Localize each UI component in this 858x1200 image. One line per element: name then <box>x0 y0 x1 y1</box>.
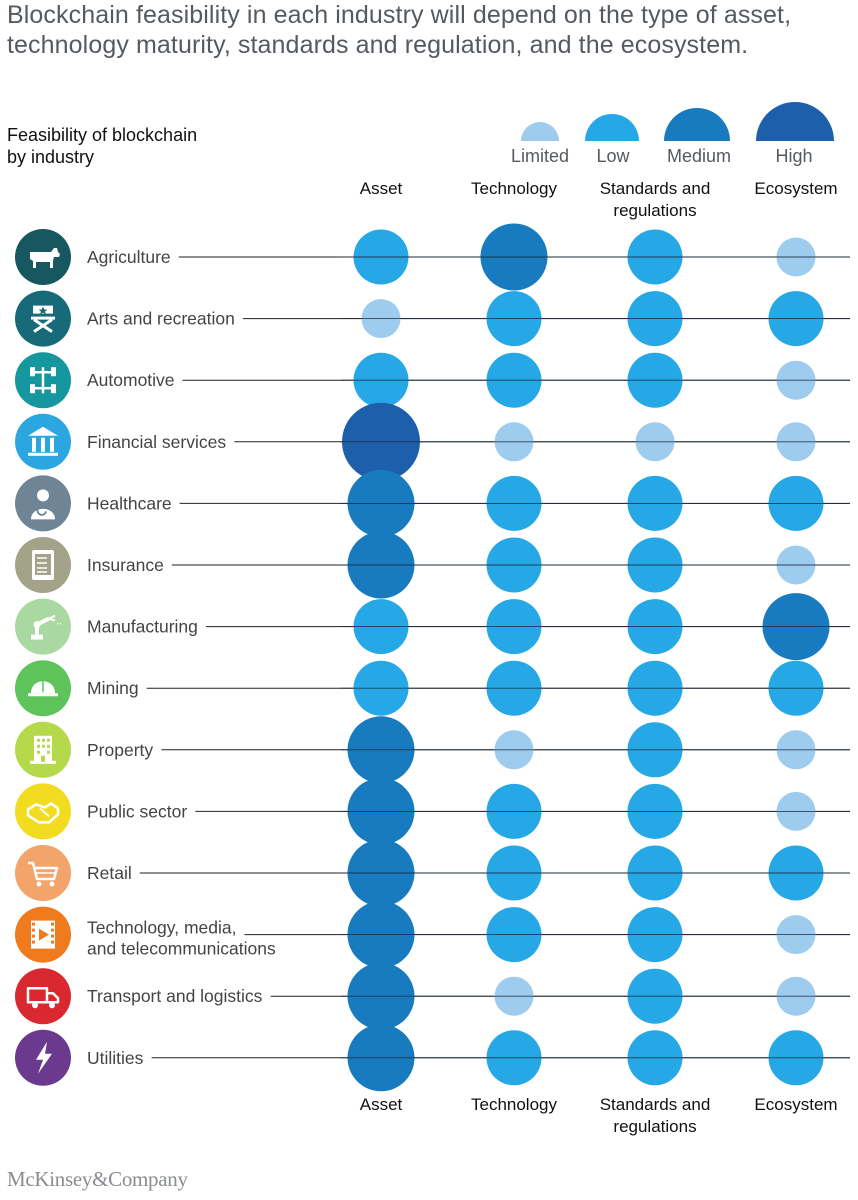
mckinsey-logo: McKinsey&Company <box>7 1167 188 1191</box>
industry-label: Utilities <box>87 1048 144 1068</box>
industry-label: Public sector <box>87 801 187 821</box>
industry-row: Manufacturing <box>15 593 850 661</box>
column-header-top-1: Technology <box>471 179 558 198</box>
hard-hat-icon <box>15 660 71 717</box>
truck-icon <box>15 968 71 1025</box>
industry-label: Technology, media, and telecommunications <box>87 918 276 959</box>
industry-row: Mining <box>15 660 850 717</box>
column-headers-top: Asset Technology Standards and regulations E… <box>360 179 838 220</box>
industry-label: Transport and logistics <box>87 986 263 1006</box>
column-header-top-2-line-1: regulations <box>613 201 696 220</box>
industry-row: Public sector <box>15 777 850 845</box>
industry-label: Agriculture <box>87 247 171 267</box>
column-header-bottom-2-line-0: Standards and <box>600 1095 711 1114</box>
industry-label: Financial services <box>87 432 226 452</box>
legend-label-medium: Medium <box>667 146 731 166</box>
industry-row: Financial services <box>15 402 850 481</box>
industry-label: Property <box>87 740 153 760</box>
industry-label: Manufacturing <box>87 617 198 637</box>
director-chair-icon <box>15 290 71 347</box>
industry-row: Property <box>15 716 850 784</box>
rows: Agriculture Arts and recreation Automotive… <box>15 223 850 1092</box>
industry-label: Retail <box>87 863 132 883</box>
building-icon <box>15 721 71 778</box>
industry-row: Agriculture <box>15 223 850 291</box>
industry-label: Mining <box>87 678 139 698</box>
industry-row: Utilities <box>15 1024 850 1092</box>
shopping-cart-icon <box>15 845 71 901</box>
industry-row: Insurance <box>15 531 850 599</box>
industry-row: Healthcare <box>15 469 850 537</box>
industry-label: Automotive <box>87 370 175 390</box>
legend-mark-low <box>585 114 639 141</box>
industry-row: Technology, media, and telecommunications <box>15 901 850 969</box>
chart-subtitle: Feasibility of blockchain by industry <box>7 125 198 167</box>
column-header-bottom-0: Asset <box>360 1095 403 1114</box>
tablet-checklist-icon <box>15 537 71 593</box>
legend-label-low: Low <box>596 146 630 166</box>
column-header-bottom-2-line-1: regulations <box>613 1117 696 1136</box>
legend-label-high: High <box>775 146 812 166</box>
column-header-bottom-3: Ecosystem <box>754 1095 837 1114</box>
industry-row: Automotive <box>15 352 850 409</box>
column-headers-bottom: Asset Technology Standards and regulations E… <box>360 1095 838 1136</box>
industry-label: Arts and recreation <box>87 309 235 329</box>
industry-row: Transport and logistics <box>15 962 850 1030</box>
industry-label: Healthcare <box>87 493 172 513</box>
column-header-top-3: Ecosystem <box>754 179 837 198</box>
car-chassis-icon <box>15 352 71 409</box>
column-header-top-2-line-0: Standards and <box>600 179 711 198</box>
column-header-top-0: Asset <box>360 179 403 198</box>
legend: Limited Low Medium High <box>511 102 834 166</box>
robot-arm-icon <box>15 598 71 655</box>
cow-icon <box>15 229 71 285</box>
bank-icon <box>15 413 71 470</box>
film-play-icon <box>15 906 71 963</box>
doctor-icon <box>15 475 71 532</box>
legend-mark-high <box>756 102 834 141</box>
chart-title: Blockchain feasibility in each industry … <box>7 1 792 59</box>
industry-label: Insurance <box>87 555 164 575</box>
legend-mark-medium <box>664 108 730 141</box>
legend-mark-limited <box>521 122 559 141</box>
legend-label-limited: Limited <box>511 146 569 166</box>
industry-row: Arts and recreation <box>15 290 850 347</box>
industry-row: Retail <box>15 839 850 907</box>
lightning-icon <box>15 1029 71 1086</box>
handshake-icon <box>15 783 71 840</box>
column-header-bottom-1: Technology <box>471 1095 558 1114</box>
